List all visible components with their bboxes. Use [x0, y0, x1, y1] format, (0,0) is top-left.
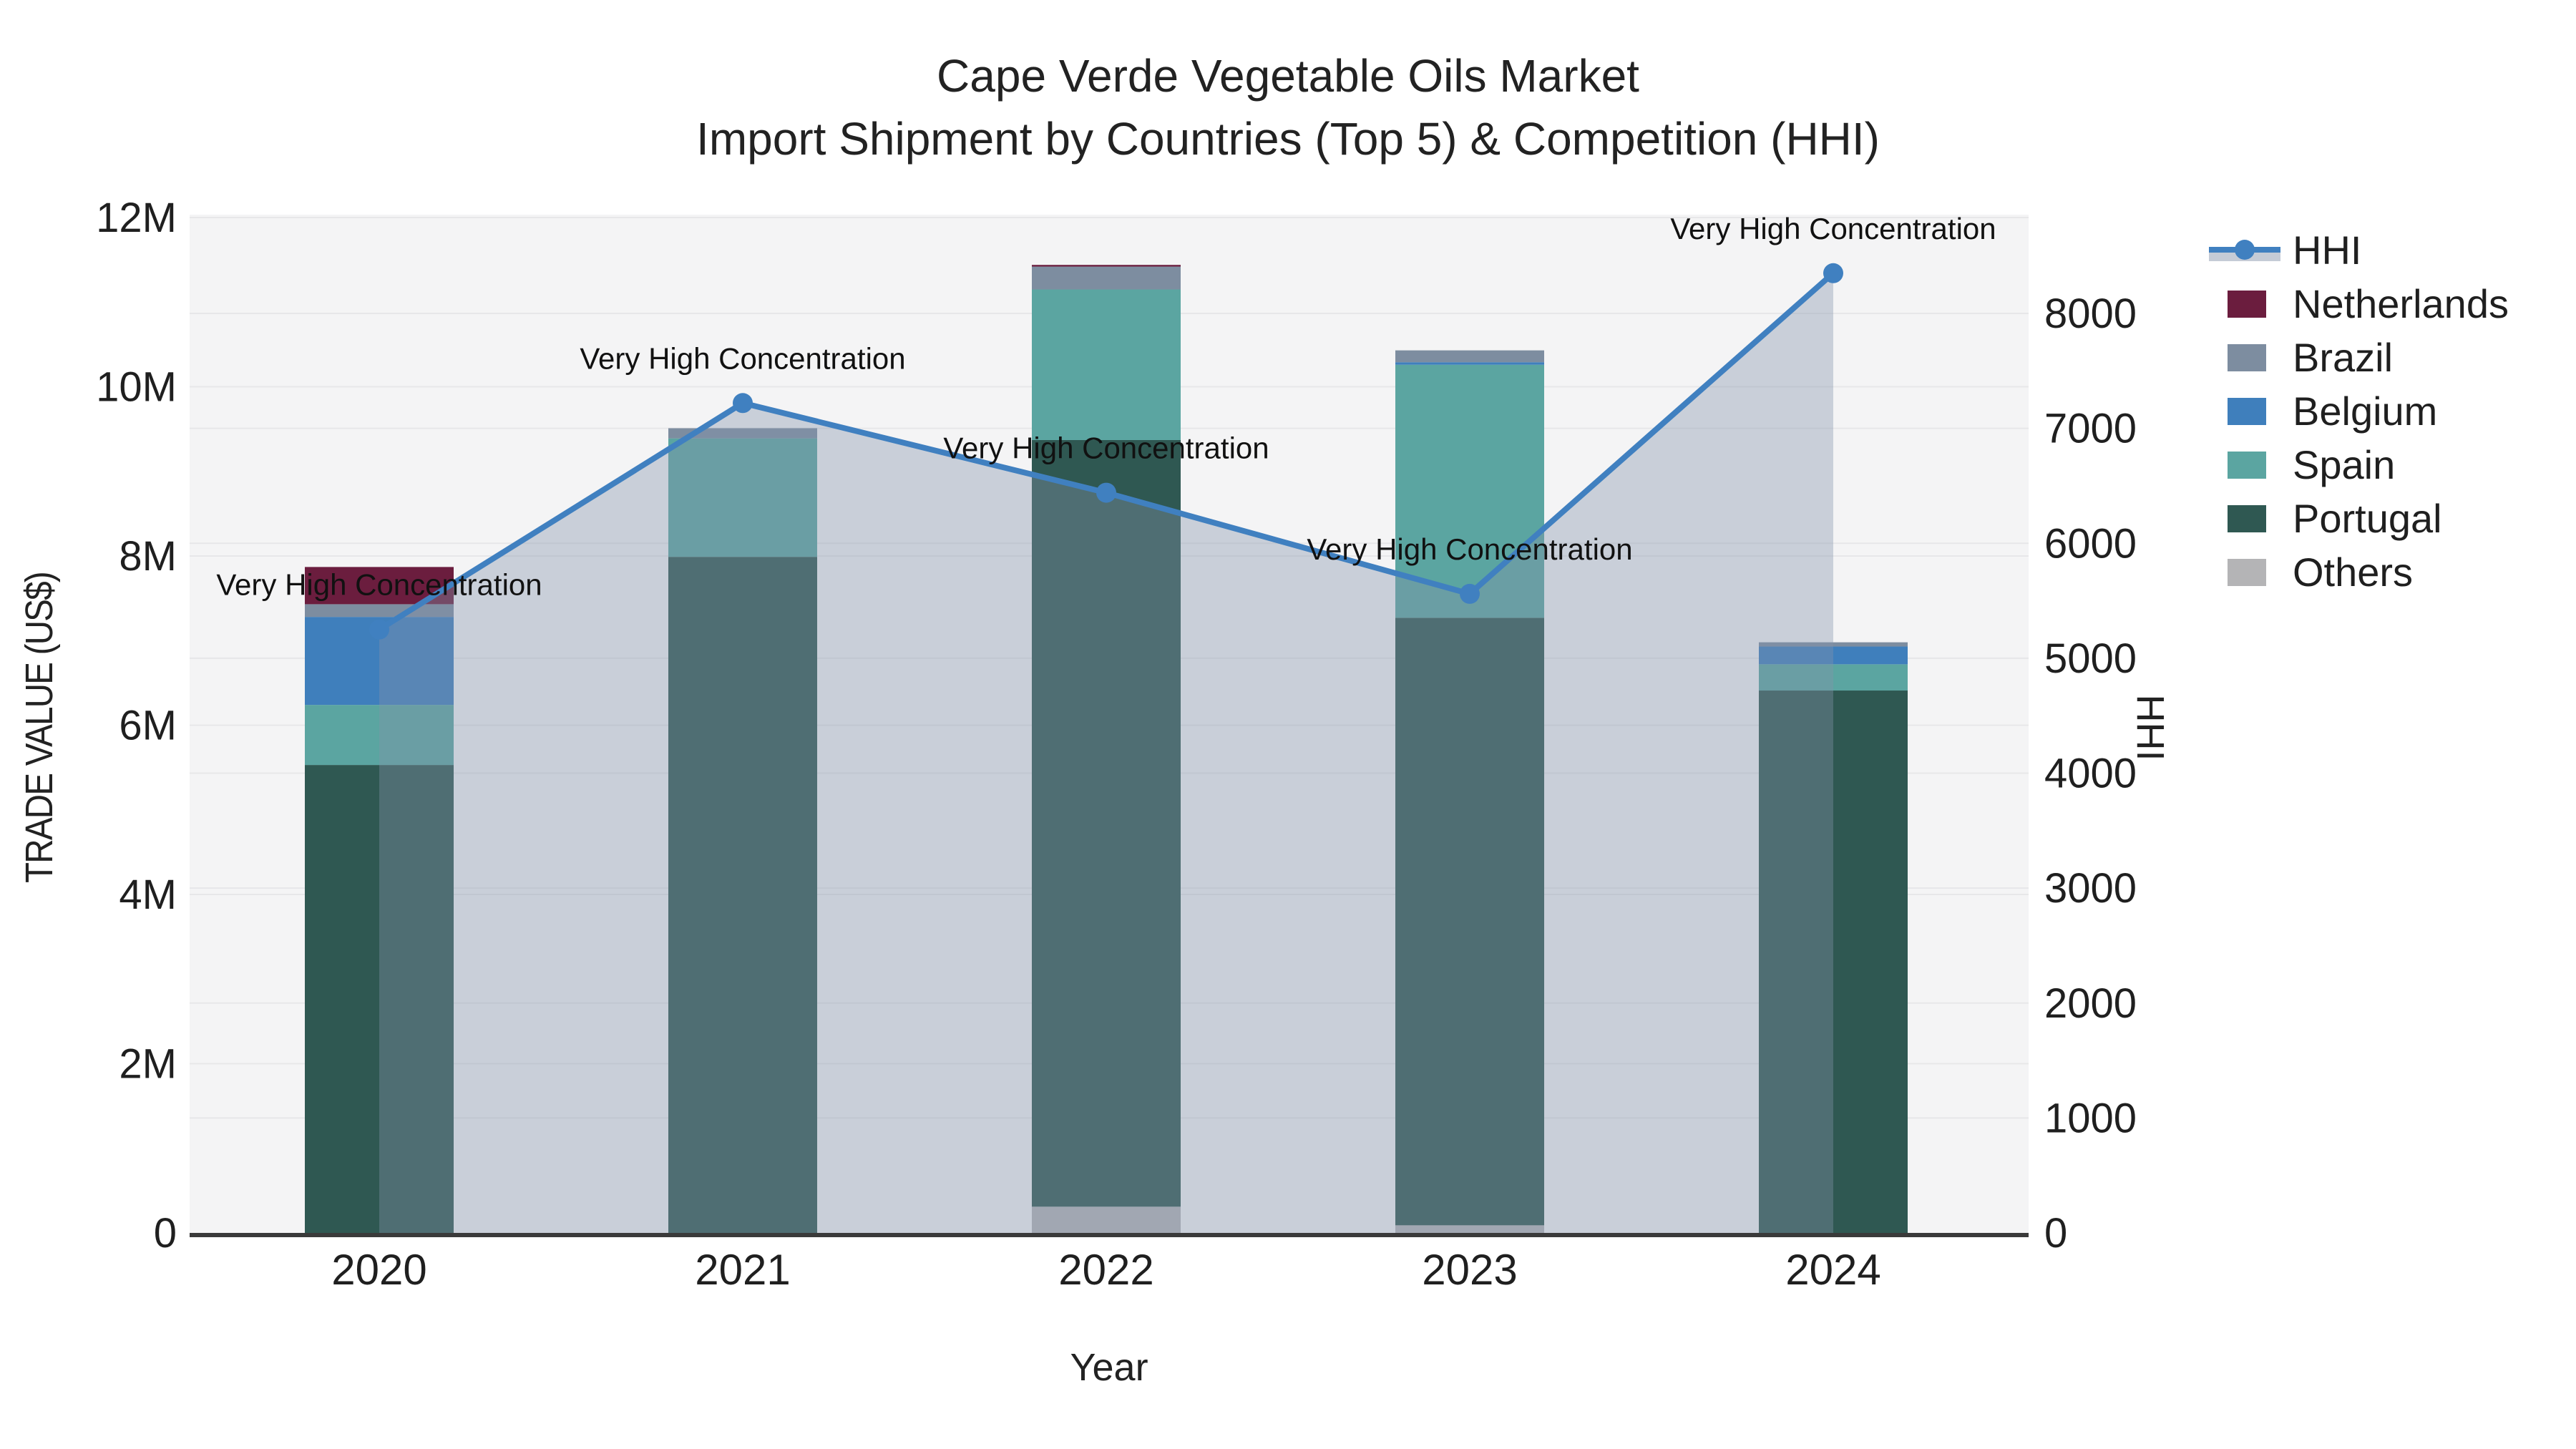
- bar-segment-2023-belgium[interactable]: [1395, 362, 1544, 365]
- x-tick-2024[interactable]: 2024: [1785, 1246, 1880, 1294]
- bar-segment-2024-portugal[interactable]: [1759, 691, 1908, 1233]
- y-right-tick-5000: 5000: [2044, 635, 2137, 682]
- legend-label: Portugal: [2293, 496, 2442, 541]
- legend-item-belgium[interactable]: Belgium: [2207, 384, 2509, 438]
- legend-label: Netherlands: [2293, 281, 2509, 326]
- bar-segment-2023-spain[interactable]: [1395, 364, 1544, 618]
- legend-item-hhi[interactable]: HHI: [2207, 223, 2509, 277]
- netherlands-color-swatch-icon: [2207, 290, 2283, 318]
- y-left-axis-title: TRADE VALUE (US$): [18, 572, 61, 883]
- spain-color-swatch-icon: [2207, 451, 2283, 479]
- chart-title: Cape Verde Vegetable Oils Market Import …: [0, 44, 2576, 170]
- y-right-tick-3000: 3000: [2044, 865, 2137, 912]
- others-color-swatch-icon: [2207, 558, 2283, 586]
- x-tick-2022[interactable]: 2022: [1058, 1246, 1153, 1294]
- y-right-tick-4000: 4000: [2044, 751, 2137, 797]
- bar-segment-2020-spain[interactable]: [305, 705, 454, 766]
- x-tick-2023[interactable]: 2023: [1422, 1246, 1517, 1294]
- legend-label: HHI: [2293, 228, 2362, 273]
- y-left-tick-2M: 2M: [119, 1041, 177, 1088]
- y-right-axis-title: HHI: [2129, 694, 2172, 761]
- annotation-2024: Very High Concentration: [1670, 212, 1996, 245]
- y-left-tick-6M: 6M: [119, 703, 177, 749]
- bar-segment-2022-spain[interactable]: [1032, 289, 1181, 440]
- brazil-color-swatch-icon: [2207, 343, 2283, 371]
- bar-segment-2021-portugal[interactable]: [668, 557, 817, 1233]
- legend-item-brazil[interactable]: Brazil: [2207, 331, 2509, 384]
- bar-segment-2024-belgium[interactable]: [1759, 646, 1908, 665]
- bar-segment-2022-netherlands[interactable]: [1032, 265, 1181, 267]
- y-right-tick-6000: 6000: [2044, 520, 2137, 567]
- bar-segment-2023-portugal[interactable]: [1395, 618, 1544, 1226]
- y-left-tick-10M: 10M: [96, 364, 177, 411]
- bar-segment-2022-portugal[interactable]: [1032, 439, 1181, 1207]
- bar-segment-2024-spain[interactable]: [1759, 664, 1908, 691]
- y-left-tick-4M: 4M: [119, 872, 177, 918]
- x-axis-title: Year: [1070, 1346, 1148, 1389]
- hhi-marker-2022[interactable]: [1096, 482, 1116, 503]
- bar-segment-2024-brazil[interactable]: [1759, 642, 1908, 647]
- y-right-tick-0: 0: [2044, 1210, 2067, 1257]
- annotation-2020: Very High Concentration: [216, 568, 542, 602]
- legend-item-spain[interactable]: Spain: [2207, 438, 2509, 492]
- hhi-line-swatch-icon: [2207, 238, 2283, 263]
- legend-item-portugal[interactable]: Portugal: [2207, 492, 2509, 545]
- annotation-2021: Very High Concentration: [580, 341, 905, 375]
- chart-title-line1: Cape Verde Vegetable Oils Market: [937, 50, 1639, 102]
- y-left-tick-8M: 8M: [119, 533, 177, 580]
- annotation-2022: Very High Concentration: [943, 431, 1269, 465]
- bar-segment-2021-spain[interactable]: [668, 438, 817, 557]
- y-right-tick-1000: 1000: [2044, 1095, 2137, 1141]
- x-tick-2021[interactable]: 2021: [695, 1246, 790, 1294]
- legend-label: Belgium: [2293, 389, 2438, 434]
- hhi-marker-2021[interactable]: [733, 393, 753, 414]
- bar-segment-2020-portugal[interactable]: [305, 765, 454, 1233]
- bar-segment-2021-brazil[interactable]: [668, 428, 817, 439]
- portugal-color-swatch-icon: [2207, 504, 2283, 532]
- legend-item-netherlands[interactable]: Netherlands: [2207, 277, 2509, 331]
- y-right-tick-8000: 8000: [2044, 291, 2137, 337]
- bar-segment-2022-brazil[interactable]: [1032, 266, 1181, 290]
- annotation-2023: Very High Concentration: [1307, 532, 1632, 566]
- y-right-tick-2000: 2000: [2044, 980, 2137, 1027]
- hhi-marker-2023[interactable]: [1460, 583, 1480, 604]
- bar-segment-2023-others[interactable]: [1395, 1225, 1544, 1233]
- chart-title-line2: Import Shipment by Countries (Top 5) & C…: [696, 113, 1880, 165]
- hhi-marker-2020[interactable]: [369, 619, 389, 640]
- legend-label: Brazil: [2293, 335, 2394, 380]
- y-left-tick-0: 0: [154, 1210, 177, 1257]
- y-right-tick-7000: 7000: [2044, 406, 2137, 452]
- hhi-marker-2024[interactable]: [1823, 263, 1843, 283]
- legend-item-others[interactable]: Others: [2207, 545, 2509, 599]
- x-tick-2020[interactable]: 2020: [331, 1246, 426, 1294]
- belgium-color-swatch-icon: [2207, 397, 2283, 425]
- hhi-area: [379, 273, 1833, 1233]
- bar-segment-2023-brazil[interactable]: [1395, 350, 1544, 363]
- y-left-tick-12M: 12M: [96, 195, 177, 241]
- legend-label: Spain: [2293, 442, 2396, 487]
- bar-segment-2022-others[interactable]: [1032, 1206, 1181, 1233]
- legend: HHI Netherlands Brazil Belgium Spain Portugal…: [2207, 223, 2509, 599]
- legend-label: Others: [2293, 550, 2414, 595]
